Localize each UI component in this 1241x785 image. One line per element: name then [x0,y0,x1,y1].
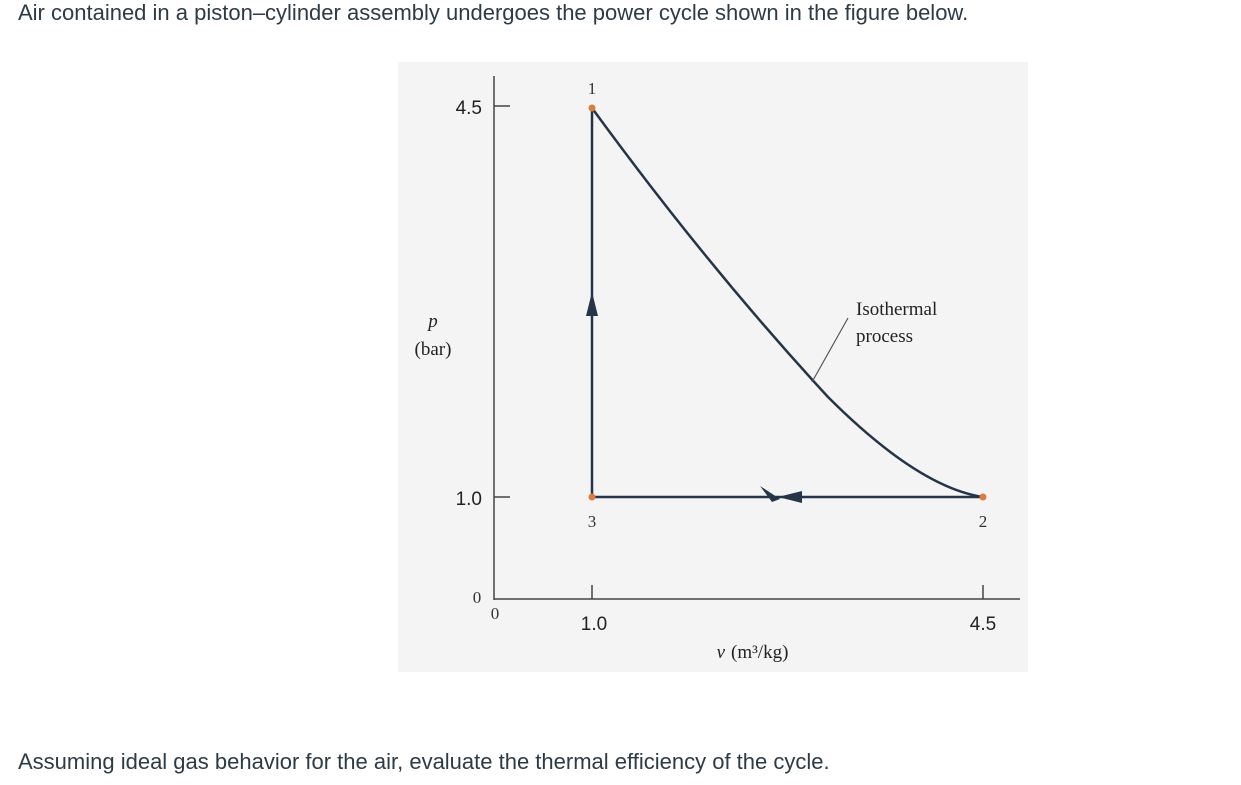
y-tick-label: 4.5 [456,98,482,119]
question-intro: Air contained in a piston–cylinder assem… [18,0,969,25]
y-axis-symbol: p [426,311,438,332]
y-axis-unit: (bar) [415,339,452,360]
y-tick-label: 1.0 [456,489,482,510]
state-3-label: 3 [588,512,597,531]
x-origin-label: 0 [491,604,500,623]
x-axis-unit: (m³/kg) [731,642,788,663]
x-axis-symbol: v [717,642,726,663]
annotation-line-2: process [856,326,913,347]
x-tick-label: 1.0 [581,614,607,635]
figure-background [398,62,1028,672]
arrow-left-icon [778,491,802,503]
state-2-point [979,493,987,501]
state-3-point [588,493,596,501]
arrow-up-icon [586,292,598,316]
y-origin-label: 0 [473,588,482,607]
state-1-point [588,104,596,112]
x-tick-label: 4.5 [970,614,996,635]
pv-diagram-svg: 4.5 1.0 0 0 1.0 4.5 p (bar) v (m³/kg) 1 … [398,62,1028,672]
question-prompt: Assuming ideal gas behavior for the air,… [18,749,830,774]
arrow-down-right-icon [760,486,780,502]
pv-diagram: 4.5 1.0 0 0 1.0 4.5 p (bar) v (m³/kg) 1 … [398,62,1028,672]
state-2-label: 2 [979,512,988,531]
annotation-line-1: Isothermal [856,299,937,320]
process-1-2-isothermal-curve [590,107,984,499]
state-1-label: 1 [588,79,597,98]
annotation-leader-line [811,317,849,383]
